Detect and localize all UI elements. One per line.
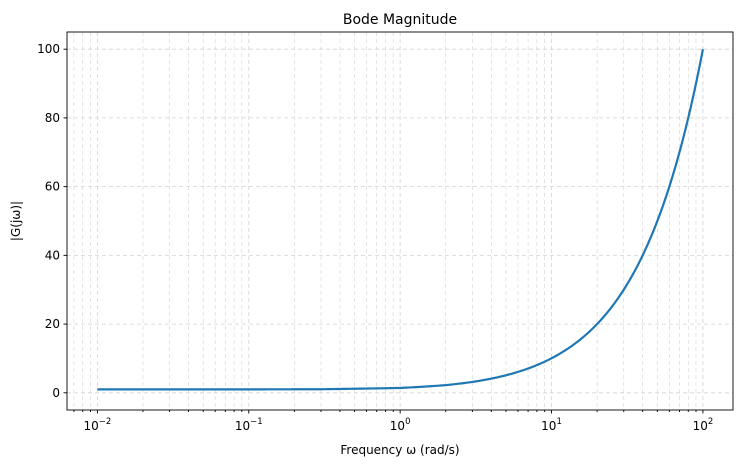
y-tick-label: 20 [45,317,60,331]
axis-ticks: 10−2 10−1 100 101 102 0 20 40 60 80 100 [37,42,713,433]
x-tick-label: 100 [390,417,411,433]
y-tick-label: 0 [52,386,60,400]
y-tick-label: 60 [45,180,60,194]
y-tick-label: 100 [37,42,60,56]
x-tick-label: 102 [693,417,714,433]
y-tick-label: 80 [45,111,60,125]
chart-title: Bode Magnitude [343,12,457,28]
y-tick-label: 40 [45,248,60,262]
x-tick-label: 10−2 [83,417,111,433]
x-tick-label: 101 [541,417,562,433]
grid [67,32,733,410]
x-tick-label: 10−1 [235,417,263,433]
magnitude-series-line [97,48,705,391]
y-axis-label: |G(jω)| [9,201,23,241]
series-layer [97,48,705,391]
x-axis-label: Frequency ω (rad/s) [340,443,459,457]
